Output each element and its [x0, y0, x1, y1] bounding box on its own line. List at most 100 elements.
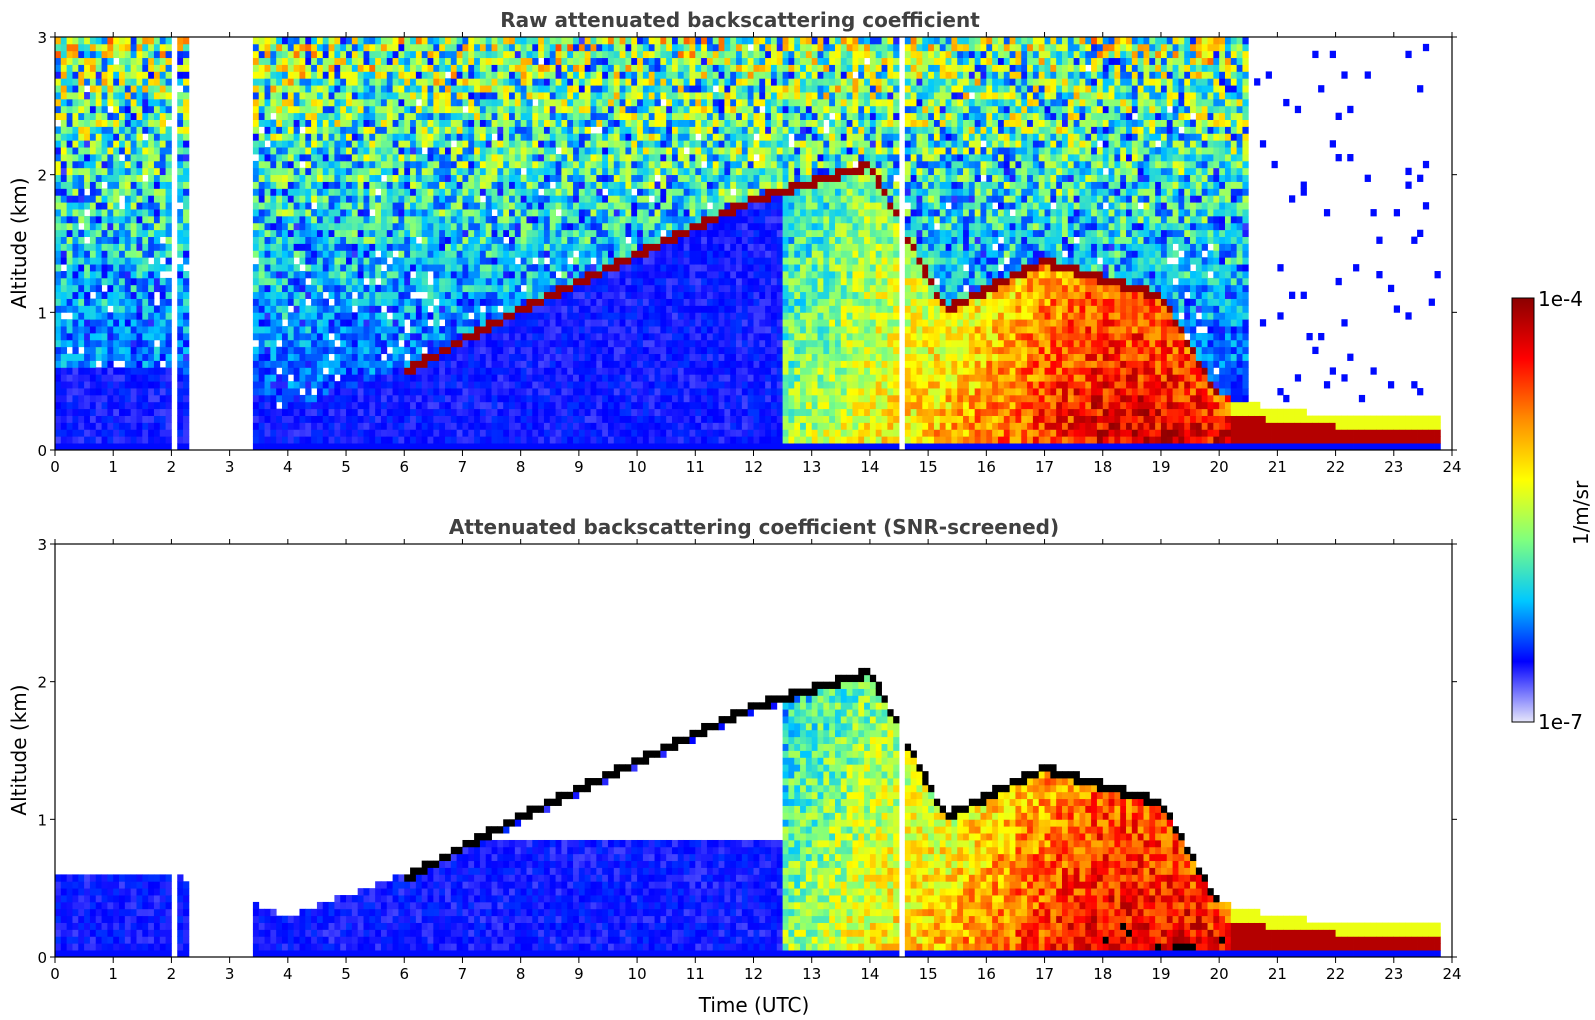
heatmap-cell [334, 160, 341, 169]
heatmap-cell [159, 291, 166, 299]
heatmap-cell [380, 367, 388, 375]
heatmap-cell [433, 209, 440, 217]
heatmap-cell [526, 271, 533, 279]
heatmap-cell [375, 388, 382, 396]
heatmap-cell [282, 277, 289, 286]
heatmap-cell [474, 394, 481, 403]
heatmap-cell [497, 85, 504, 93]
heatmap-cell [66, 126, 73, 134]
heatmap-cell [60, 119, 68, 127]
heatmap-cell [107, 312, 114, 320]
heatmap-cell [363, 71, 370, 79]
heatmap-cell [380, 195, 388, 203]
heatmap-cell [398, 174, 405, 182]
heatmap-cell [549, 133, 556, 141]
heatmap-cell [543, 126, 551, 134]
heatmap-cell [584, 174, 591, 182]
heatmap-cell [293, 250, 300, 258]
heatmap-cell [322, 43, 329, 52]
heatmap-cell [509, 154, 516, 162]
heatmap-cell [375, 422, 382, 430]
heatmap-cell [509, 126, 516, 134]
heatmap-cell [107, 37, 114, 45]
heatmap-cell [72, 298, 79, 306]
heatmap-cell [346, 78, 353, 86]
heatmap-cell [78, 43, 85, 52]
heatmap-cell [328, 85, 335, 93]
heatmap-cell [159, 209, 166, 217]
heatmap-cell [433, 57, 440, 65]
heatmap-cell [596, 188, 603, 196]
heatmap-cell [124, 202, 132, 210]
heatmap-cell [474, 78, 481, 86]
heatmap-cell [468, 284, 475, 293]
heatmap-cell [538, 346, 545, 355]
heatmap-cell [567, 43, 574, 52]
heatmap-cell [113, 326, 120, 334]
heatmap-cell [479, 319, 487, 327]
heatmap-cell [148, 119, 155, 127]
heatmap-cell [357, 305, 364, 313]
heatmap-cell [485, 154, 492, 162]
heatmap-cell [299, 332, 306, 341]
heatmap-cell [328, 305, 335, 313]
heatmap-cell [357, 353, 364, 361]
heatmap-cell [456, 353, 463, 361]
heatmap-cell [421, 154, 428, 162]
heatmap-cell [561, 126, 568, 134]
heatmap-cell [153, 154, 161, 162]
heatmap-cell [311, 181, 318, 189]
heatmap-cell [543, 50, 551, 59]
heatmap-cell [380, 147, 388, 155]
heatmap-cell [183, 339, 190, 348]
heatmap-cell [177, 360, 184, 368]
heatmap-cell [60, 257, 68, 265]
heatmap-cell [526, 381, 533, 389]
heatmap-cell [474, 284, 481, 293]
heatmap-cell [520, 257, 527, 265]
heatmap-cell [351, 346, 359, 355]
heatmap-cell [398, 271, 405, 279]
heatmap-cell [293, 298, 300, 306]
heatmap-cell [590, 243, 597, 251]
heatmap-cell [514, 236, 522, 244]
heatmap-cell [346, 291, 353, 299]
heatmap-cell [113, 367, 120, 375]
heatmap-cell [561, 119, 568, 127]
heatmap-cell [305, 195, 312, 203]
heatmap-cell [328, 98, 335, 107]
heatmap-cell [311, 126, 318, 134]
heatmap-cell [392, 360, 399, 368]
heatmap-cell [602, 43, 609, 52]
heatmap-cell [555, 64, 562, 72]
heatmap-cell [84, 305, 91, 313]
heatmap-cell [584, 250, 591, 258]
heatmap-cell [427, 64, 434, 72]
heatmap-cell [346, 92, 353, 100]
heatmap-cell [252, 195, 260, 203]
heatmap-cell [398, 140, 405, 148]
heatmap-cell [532, 388, 539, 396]
heatmap-cell [136, 50, 143, 59]
heatmap-cell [456, 154, 463, 162]
heatmap-cell [142, 98, 149, 107]
heatmap-cell [497, 353, 504, 361]
heatmap-cell [479, 374, 487, 382]
heatmap-cell [55, 298, 62, 306]
heatmap-cell [380, 236, 388, 244]
heatmap-cell [404, 443, 411, 451]
heatmap-cell [398, 408, 405, 416]
heatmap-cell [369, 250, 376, 258]
heatmap-cell [573, 394, 580, 403]
heatmap-cell [66, 429, 73, 437]
heatmap-cell [538, 408, 545, 416]
heatmap-cell [328, 140, 335, 148]
heatmap-cell [567, 126, 574, 134]
heatmap-cell [578, 415, 586, 423]
heatmap-cell [468, 98, 475, 107]
heatmap-cell [602, 98, 609, 107]
heatmap-cell [328, 160, 335, 169]
heatmap-cell [485, 43, 492, 52]
heatmap-cell [107, 202, 114, 210]
heatmap-cell [334, 326, 341, 334]
